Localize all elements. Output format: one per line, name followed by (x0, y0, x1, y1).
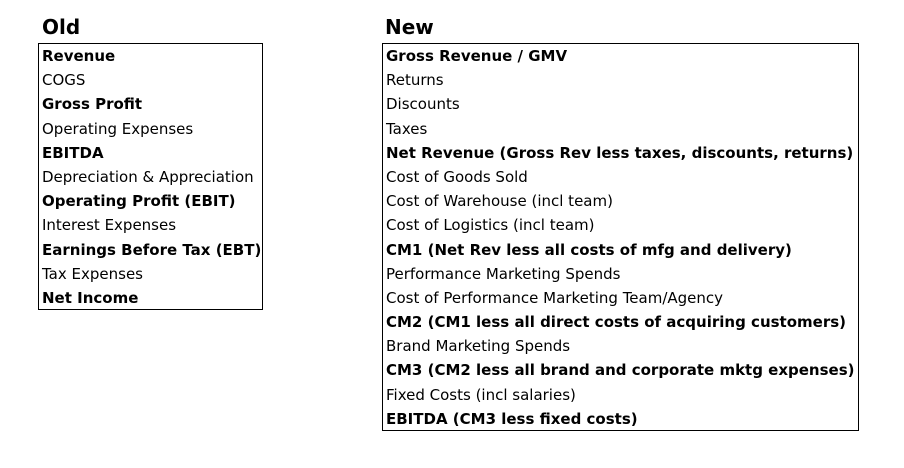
old-line-items-list: Revenue COGS Gross Profit Operating Expense… (38, 43, 263, 310)
new-line-item: EBITDA (CM3 less fixed costs) (386, 409, 638, 428)
old-line-item: COGS (42, 71, 86, 90)
old-line-item: Gross Profit (42, 95, 143, 114)
new-line-item: Returns (386, 71, 444, 90)
new-line-item: Net Revenue (Gross Rev less taxes, disco… (386, 143, 858, 162)
old-line-item: Earnings Before Tax (EBT) (42, 240, 262, 259)
old-line-item: Interest Expenses (42, 216, 177, 235)
new-line-item: Performance Marketing Spends (386, 264, 621, 283)
new-line-item: CM3 (CM2 less all brand and corporate mk… (386, 361, 855, 380)
old-line-item: Operating Profit (EBIT) (42, 192, 236, 211)
old-line-item: Net Income (42, 288, 139, 307)
new-line-item: Brand Marketing Spends (386, 337, 571, 356)
old-column-title: Old (42, 15, 81, 39)
old-line-item: Depreciation & Appreciation (42, 167, 254, 186)
old-line-item: Tax Expenses (42, 264, 143, 283)
new-line-item: Taxes (386, 119, 428, 138)
new-line-item: Fixed Costs (incl salaries) (386, 385, 576, 404)
old-line-item: Revenue (42, 47, 116, 65)
new-line-item: Cost of Logistics (incl team) (386, 216, 595, 235)
new-line-items-list: Gross Revenue / GMV Returns Discounts Taxes… (382, 43, 859, 431)
new-line-item: Gross Revenue / GMV (386, 47, 568, 65)
new-line-item: CM2 (CM1 less all direct costs of acquir… (386, 313, 847, 332)
old-line-item: EBITDA (42, 143, 104, 162)
new-line-item: Cost of Warehouse (incl team) (386, 192, 613, 211)
new-column-title: New (385, 15, 434, 39)
new-line-item: Discounts (386, 95, 460, 114)
new-line-item: Cost of Performance Marketing Team/Agenc… (386, 288, 724, 307)
new-line-item: Cost of Goods Sold (386, 167, 528, 186)
old-line-item: Operating Expenses (42, 119, 194, 138)
new-line-item: CM1 (Net Rev less all costs of mfg and d… (386, 240, 792, 259)
